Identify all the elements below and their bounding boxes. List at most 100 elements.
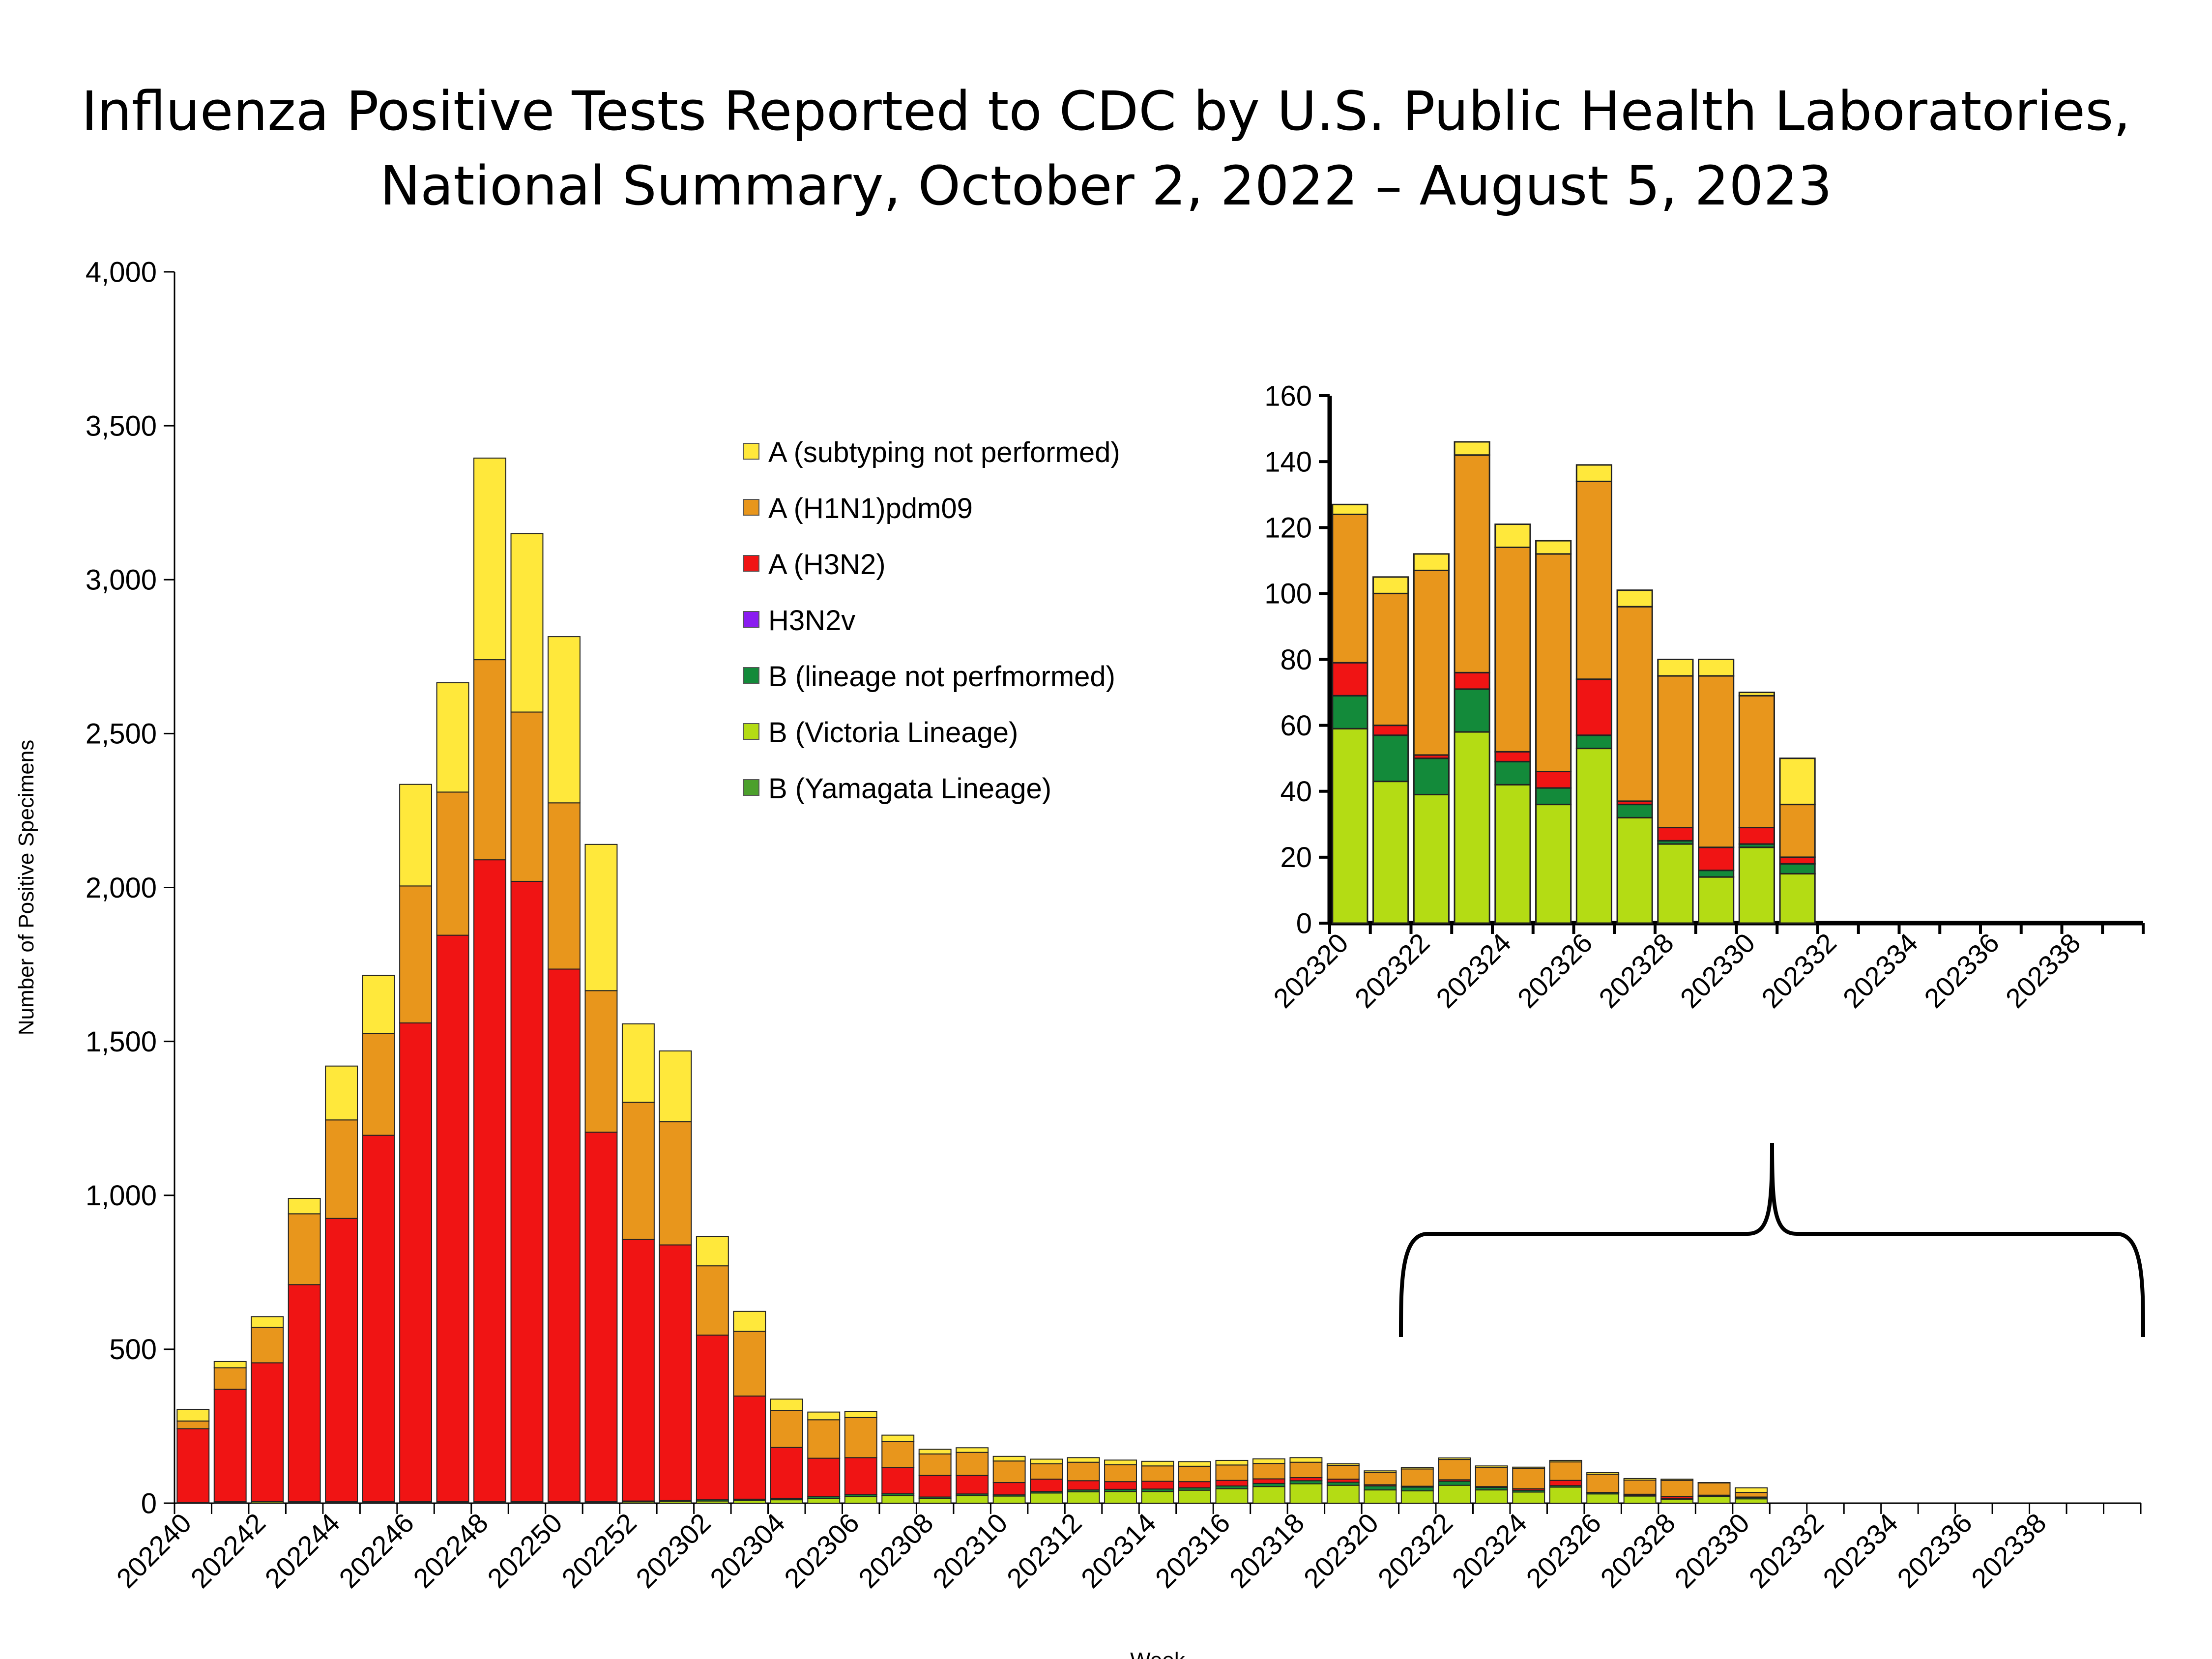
main-bar-segment: [436, 934, 469, 1502]
inset-bar-segment: [1494, 524, 1531, 548]
main-x-tick-label: 202320: [1298, 1507, 1385, 1594]
main-x-axis-title: Week: [1130, 1648, 1186, 1659]
main-bar-segment: [436, 682, 469, 793]
main-y-tick-label: 500: [109, 1334, 157, 1366]
main-bar-segment: [807, 1457, 841, 1497]
main-bar-segment: [881, 1441, 915, 1468]
inset-bar-segment: [1372, 781, 1409, 924]
main-bar-segment: [473, 859, 506, 1502]
main-bar-segment: [1400, 1468, 1434, 1487]
main-bar-segment: [176, 1428, 210, 1503]
main-bar-segment: [399, 1022, 433, 1502]
main-bar-segment: [1475, 1467, 1508, 1487]
main-bar-segment: [918, 1475, 952, 1498]
main-bar-segment: [1252, 1478, 1285, 1484]
main-bar-segment: [659, 1244, 692, 1501]
main-bar-segment: [362, 1135, 395, 1502]
main-bar-segment: [621, 1023, 655, 1103]
main-bar-segment: [621, 1102, 655, 1240]
legend-swatch: [743, 499, 759, 516]
inset-bar-segment: [1575, 734, 1612, 750]
inset-bar-segment: [1698, 870, 1735, 878]
main-bar-segment: [1215, 1480, 1249, 1486]
main-bar-segment: [1030, 1463, 1063, 1480]
inset-y-tick-label: 120: [1264, 512, 1312, 544]
main-x-tick-label: 202302: [630, 1507, 717, 1594]
main-bar-segment: [621, 1239, 655, 1502]
main-bar-segment: [696, 1335, 729, 1501]
inset-bar-segment: [1332, 662, 1368, 697]
inset-bar-segment: [1657, 827, 1694, 842]
inset-x-tick-label: 202332: [1755, 927, 1842, 1014]
main-bar-segment: [881, 1434, 915, 1442]
main-bar-segment: [844, 1411, 877, 1418]
main-bar-segment: [1400, 1486, 1434, 1491]
inset-x-tick-label: 202330: [1674, 927, 1761, 1014]
legend-label: B (Yamagata Lineage): [768, 773, 1051, 805]
main-bar-segment: [1178, 1461, 1211, 1467]
main-bar-segment: [1438, 1459, 1471, 1481]
legend: A (subtyping not performed) A (H1N1)pdm09…: [743, 437, 1120, 805]
inset-bar-segment: [1779, 863, 1816, 874]
main-bar-segment: [584, 1132, 618, 1502]
inset-y-tick-label: 80: [1280, 644, 1312, 676]
inset-bar-segment: [1494, 546, 1531, 753]
main-bar-segment: [1586, 1472, 1620, 1475]
main-bar-segment: [213, 1361, 247, 1368]
main-x-tick-label: 202252: [555, 1507, 642, 1594]
main-bar-segment: [1067, 1480, 1100, 1491]
legend-swatch: [743, 779, 759, 796]
inset-bar-segment: [1738, 827, 1775, 845]
main-bar-segment: [918, 1453, 952, 1476]
main-bar-segment: [807, 1498, 841, 1504]
main-bar-segment: [992, 1455, 1026, 1462]
inset-bar-segment: [1494, 760, 1531, 786]
main-x-tick-label: 202314: [1075, 1507, 1162, 1594]
legend-label: B (Victoria Lineage): [768, 717, 1018, 749]
inset-y-tick-label: 20: [1280, 842, 1312, 873]
main-bar-segment: [918, 1449, 952, 1455]
main-bar-segment: [510, 533, 544, 713]
main-bar-segment: [1364, 1485, 1397, 1491]
main-bar-segment: [584, 990, 618, 1133]
main-bar-segment: [733, 1331, 766, 1397]
inset-bar-segment: [1657, 659, 1694, 677]
main-bar-segment: [1364, 1489, 1397, 1504]
main-bar-segment: [733, 1396, 766, 1500]
main-bar-segment: [844, 1417, 877, 1458]
legend-swatch: [743, 667, 759, 684]
main-x-tick-label: 202304: [704, 1507, 791, 1594]
main-bar-segment: [1586, 1474, 1620, 1493]
main-x-tick-label: 202326: [1520, 1507, 1607, 1594]
main-bar-segment: [770, 1410, 803, 1448]
main-bar-segment: [436, 791, 469, 936]
main-x-tick-label: 202338: [1965, 1507, 2052, 1594]
main-x-tick-label: 202240: [111, 1507, 198, 1594]
main-bar-segment: [1697, 1482, 1731, 1496]
inset-bar-segment: [1738, 695, 1775, 829]
inset-y-tick-label: 160: [1264, 380, 1312, 412]
main-x-tick-label: 202334: [1817, 1507, 1904, 1594]
inset-bar-segment: [1372, 734, 1409, 783]
main-bar-segment: [325, 1218, 358, 1502]
inset-bar-segment: [1332, 728, 1368, 924]
main-bar-segment: [1549, 1461, 1582, 1481]
inset-bar-segment: [1372, 576, 1409, 594]
main-bar-segment: [1512, 1466, 1545, 1469]
inset-y-tick-label: 0: [1296, 907, 1312, 939]
main-bar-segment: [548, 802, 581, 970]
main-bar-segment: [1289, 1457, 1323, 1463]
main-x-tick-label: 202316: [1149, 1507, 1236, 1594]
inset-bar-segment: [1779, 873, 1816, 924]
inset-bar-segment: [1454, 454, 1490, 673]
main-bar-segment: [1326, 1464, 1360, 1480]
main-bar-segment: [1475, 1489, 1508, 1504]
inset-bar-segment: [1332, 503, 1368, 515]
inset-bar-segment: [1698, 846, 1735, 872]
chart-title-line-2: National Summary, October 2, 2022 – Augu…: [379, 154, 1833, 217]
main-bar-segment: [288, 1198, 321, 1215]
main-bar-segment: [770, 1499, 803, 1504]
main-y-tick-label: 3,000: [86, 564, 157, 596]
inset-bar-segment: [1413, 793, 1450, 924]
main-bar-segment: [807, 1411, 841, 1421]
